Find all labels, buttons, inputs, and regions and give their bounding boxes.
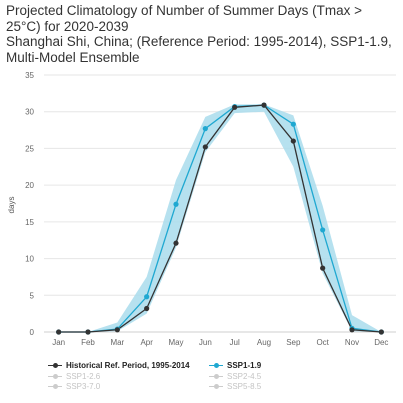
x-tick-label: Aug [257,338,271,347]
x-tick-label: Nov [345,338,359,347]
y-tick-label: 25 [25,144,34,153]
historical-line [58,104,382,333]
x-tick-label: May [168,338,183,347]
ssp119-line [58,104,382,333]
historical-point-may[interactable] [173,240,179,246]
x-tick-label: Feb [81,338,95,347]
historical-point-jan[interactable] [56,329,62,335]
ssp119-range-band [58,104,382,332]
historical-point-feb[interactable] [85,329,91,335]
legend-ssp370-label: SSP3-7.0 [66,382,101,391]
ssp119-point-apr[interactable] [144,294,150,300]
historical-point-jun[interactable] [202,144,208,150]
legend-ssp119-symbol [209,363,223,369]
title-line-1: Projected Climatology of Number of Summe… [6,3,362,18]
y-axis-ticks: 0 5 10 15 20 25 30 35 [25,71,34,337]
legend-ssp126-label: SSP1-2.6 [66,372,101,381]
legend-ssp119-label: SSP1-1.9 [227,361,262,370]
ssp119-band-area [58,104,382,332]
title-line-2: 25°C) for 2020-2039 [6,18,129,34]
ssp119-point-may[interactable] [173,201,179,207]
legend-item-historical[interactable]: Historical Ref. Period, 1995-2014 [48,361,190,370]
x-tick-label: Sep [286,338,301,347]
legend-ssp126-symbol [48,374,62,380]
historical-point-apr[interactable] [144,305,150,312]
legend-historical-symbol [48,363,62,369]
legend-item-ssp119[interactable]: SSP1-1.9 [209,361,261,370]
x-tick-label: Jan [52,338,65,347]
chart-legend: Historical Ref. Period, 1995-2014 SSP1-1… [0,356,403,401]
x-axis-ticks: Jan Feb Mar Apr May Jun Jul Aug Sep Oct Nov Dec [52,338,388,347]
chart-canvas: 0 5 10 15 20 25 30 35 Jan Feb Mar Apr May Jun Jul Aug S… [7,71,396,347]
y-tick-label: 30 [25,108,34,117]
legend-ssp585-symbol [209,384,223,390]
x-tick-label: Apr [140,338,153,347]
y-tick-label: 35 [25,71,34,80]
historical-point-sep[interactable] [290,138,296,144]
y-tick-label: 10 [25,255,34,264]
x-tick-label: Jun [199,338,212,347]
historical-point-oct[interactable] [320,265,326,271]
ssp119-point-oct[interactable] [320,227,326,233]
historical-point-dec[interactable] [378,329,384,335]
historical-point-nov[interactable] [349,327,355,333]
legend-item-ssp585[interactable]: SSP5-8.5 [209,382,261,391]
legend-item-ssp245[interactable]: SSP2-4.5 [209,372,261,381]
title-line-3: Shanghai Shi, China; (Reference Period: … [6,34,392,49]
legend-historical-label: Historical Ref. Period, 1995-2014 [66,361,190,370]
series-lines [58,104,382,333]
x-tick-label: Jul [230,338,240,347]
y-tick-label: 20 [25,181,34,190]
legend-item-ssp126[interactable]: SSP1-2.6 [48,372,100,381]
y-tick-label: 5 [30,291,35,300]
historical-point-mar[interactable] [114,327,120,333]
y-axis-label: days [7,197,16,214]
historical-point-aug[interactable] [261,102,267,108]
ssp119-point-sep[interactable] [290,121,296,127]
y-tick-label: 0 [30,328,35,337]
chart-title: Projected Climatology of Number of Summe… [6,3,398,65]
legend-ssp585-label: SSP5-8.5 [227,382,262,391]
historical-point-jul[interactable] [232,104,238,110]
x-tick-label: Mar [110,338,124,347]
legend-ssp370-symbol [48,384,62,390]
legend-ssp245-label: SSP2-4.5 [227,372,262,381]
legend-item-ssp370[interactable]: SSP3-7.0 [48,382,100,391]
x-tick-label: Dec [374,338,388,347]
legend-ssp245-symbol [209,374,223,380]
x-tick-label: Oct [316,338,329,347]
ssp119-point-jun[interactable] [202,126,208,132]
title-line-4: Multi-Model Ensemble [6,49,140,65]
series-points [56,102,384,335]
y-tick-label: 15 [25,218,34,227]
